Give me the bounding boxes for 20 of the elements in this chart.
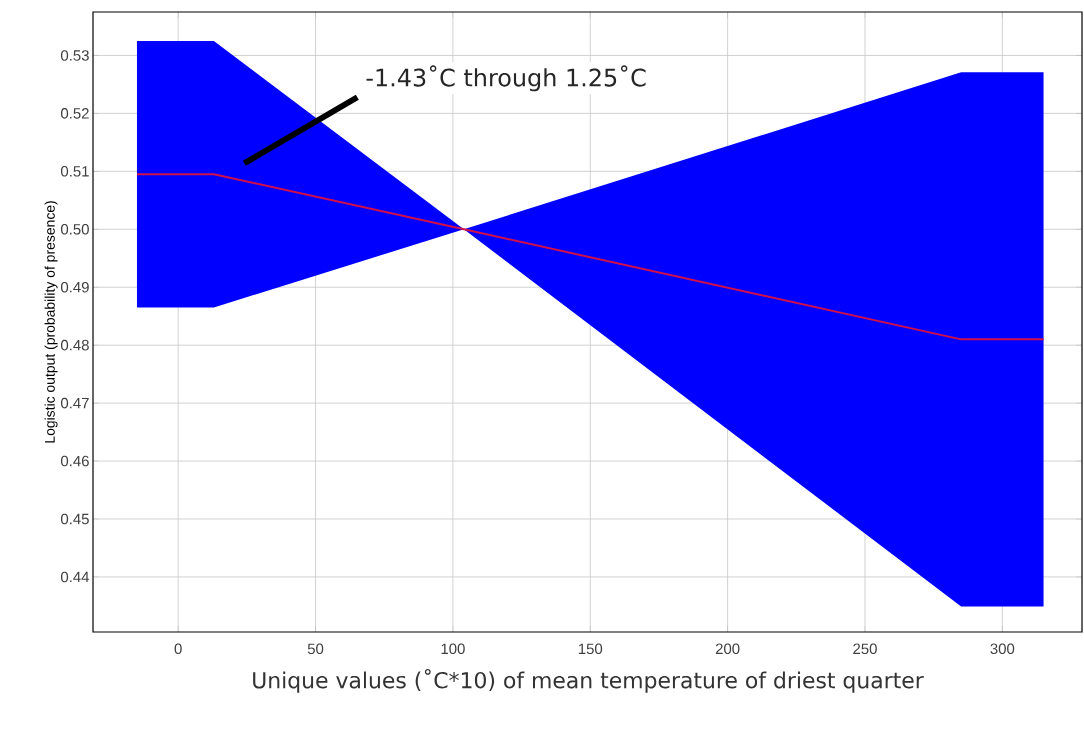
- annotation: -1.43˚C through 1.25˚C: [366, 65, 646, 92]
- y-tick-label: 0.53: [60, 50, 89, 61]
- y-tick-label: 0.48: [60, 339, 89, 351]
- x-axis-title: Unique values (˚C*10) of mean temperature of driest quarter: [253, 668, 924, 693]
- x-tick-label: 50: [307, 643, 324, 655]
- x-tick-label: 150: [578, 643, 603, 655]
- x-tick-label: 250: [853, 643, 877, 655]
- y-tick-label: 0.44: [60, 571, 90, 583]
- y-axis-title: Logistic output (probability of presence): [44, 201, 58, 443]
- y-tick-label: 0.46: [60, 455, 89, 467]
- x-tick-label: 300: [990, 643, 1015, 655]
- y-tick-label: 0.52: [60, 108, 89, 119]
- x-tick-label: 100: [441, 643, 465, 655]
- x-tick-label: 200: [715, 643, 740, 655]
- y-tick-label: 0.45: [60, 513, 89, 525]
- y-tick-label: 0.50: [60, 223, 89, 235]
- y-tick-label: 0.47: [60, 397, 89, 409]
- y-tick-label: 0.51: [60, 166, 89, 177]
- y-tick-label: 0.49: [60, 281, 89, 293]
- x-tick-label: 0: [174, 643, 182, 655]
